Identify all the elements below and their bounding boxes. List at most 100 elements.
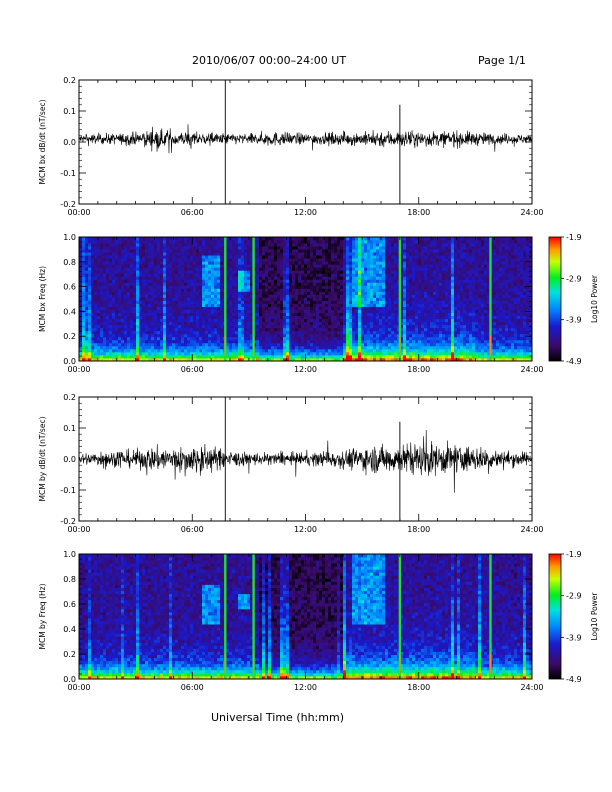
heatmap-cell <box>388 306 392 310</box>
heatmap-cell <box>193 255 197 259</box>
heatmap-cell <box>187 357 191 362</box>
heatmap-cell <box>178 336 182 341</box>
heatmap-cell <box>424 330 428 335</box>
heatmap-cell <box>184 252 188 256</box>
heatmap-cell <box>142 309 146 314</box>
heatmap-cell <box>97 297 101 301</box>
heatmap-cell <box>307 285 311 289</box>
heatmap-cell <box>301 315 305 320</box>
heatmap-cell <box>310 351 314 356</box>
heatmap-cell <box>205 354 209 359</box>
heatmap-cell <box>256 297 260 301</box>
heatmap-cell <box>91 246 95 250</box>
heatmap-cell <box>133 297 137 301</box>
heatmap-cell <box>271 255 275 259</box>
heatmap-cell <box>319 306 323 310</box>
heatmap-cell <box>415 342 419 347</box>
heatmap-cell <box>382 333 386 338</box>
heatmap-cell <box>277 348 281 353</box>
heatmap-cell <box>247 270 251 274</box>
heatmap-cell <box>85 252 89 256</box>
heatmap-cell <box>295 276 299 280</box>
heatmap-cell <box>226 282 230 286</box>
heatmap-cell <box>376 315 380 320</box>
heatmap-cell <box>319 270 323 274</box>
heatmap-cell <box>418 321 422 326</box>
heatmap-cell <box>94 279 98 283</box>
heatmap-cell <box>79 354 83 359</box>
heatmap-cell <box>328 297 332 301</box>
heatmap-cell <box>346 321 350 326</box>
heatmap-cell <box>145 246 149 250</box>
heatmap-cell <box>121 291 125 295</box>
heatmap-cell <box>331 282 335 286</box>
heatmap-cell <box>220 327 224 332</box>
heatmap-cell <box>217 303 221 307</box>
heatmap-cell <box>334 300 338 304</box>
heatmap-cell <box>226 309 230 314</box>
heatmap-cell <box>112 339 116 344</box>
heatmap-cell <box>127 315 131 320</box>
heatmap-cell <box>370 348 374 353</box>
heatmap-cell <box>304 318 308 323</box>
heatmap-cell <box>421 357 425 362</box>
heatmap-cell <box>367 252 371 256</box>
heatmap-cell <box>349 351 353 356</box>
heatmap-cell <box>412 327 416 332</box>
heatmap-cell <box>166 243 170 247</box>
heatmap-cell <box>430 315 434 320</box>
heatmap-cell <box>313 321 317 326</box>
heatmap-cell <box>196 345 200 350</box>
heatmap-cell <box>355 237 359 241</box>
heatmap-cell <box>136 291 140 295</box>
heatmap-cell <box>367 273 371 277</box>
heatmap-cell <box>220 309 224 314</box>
heatmap-cell <box>226 318 230 323</box>
heatmap-cell <box>181 357 185 362</box>
heatmap-cell <box>307 237 311 241</box>
heatmap-cell <box>319 279 323 283</box>
heatmap-cell <box>85 357 89 362</box>
heatmap-cell <box>328 327 332 332</box>
heatmap-cell <box>196 291 200 295</box>
heatmap-cell <box>232 294 236 298</box>
heatmap-cell <box>325 339 329 344</box>
heatmap-cell <box>376 279 380 283</box>
heatmap-cell <box>361 255 365 259</box>
heatmap-cell <box>109 312 113 317</box>
heatmap-cell <box>385 345 389 350</box>
heatmap-cell <box>166 330 170 335</box>
heatmap-cell <box>289 348 293 353</box>
heatmap-cell <box>145 252 149 256</box>
heatmap-cell <box>136 306 140 310</box>
heatmap-cell <box>130 327 134 332</box>
heatmap-cell <box>277 264 281 268</box>
heatmap-cell <box>97 330 101 335</box>
heatmap-cell <box>232 333 236 338</box>
heatmap-cell <box>112 279 116 283</box>
heatmap-cell <box>181 270 185 274</box>
heatmap-cell <box>193 267 197 271</box>
heatmap-cell <box>409 300 413 304</box>
heatmap-cell <box>163 315 167 320</box>
heatmap-cell <box>421 300 425 304</box>
heatmap-cell <box>334 267 338 271</box>
heatmap-cell <box>226 315 230 320</box>
heatmap-cell <box>139 276 143 280</box>
heatmap-cell <box>196 249 200 253</box>
heatmap-cell <box>211 300 215 304</box>
heatmap-cell <box>313 240 317 244</box>
heatmap-cell <box>205 270 209 274</box>
heatmap-cell <box>79 321 83 326</box>
heatmap-cell <box>394 336 398 341</box>
heatmap-cell <box>85 348 89 353</box>
heatmap-cell <box>100 324 104 329</box>
heatmap-cell <box>211 279 215 283</box>
heatmap-cell <box>337 345 341 350</box>
heatmap-cell <box>163 321 167 326</box>
heatmap-cell <box>82 243 86 247</box>
heatmap-cell <box>361 297 365 301</box>
heatmap-cell <box>307 243 311 247</box>
heatmap-cell <box>292 294 296 298</box>
heatmap-cell <box>346 294 350 298</box>
